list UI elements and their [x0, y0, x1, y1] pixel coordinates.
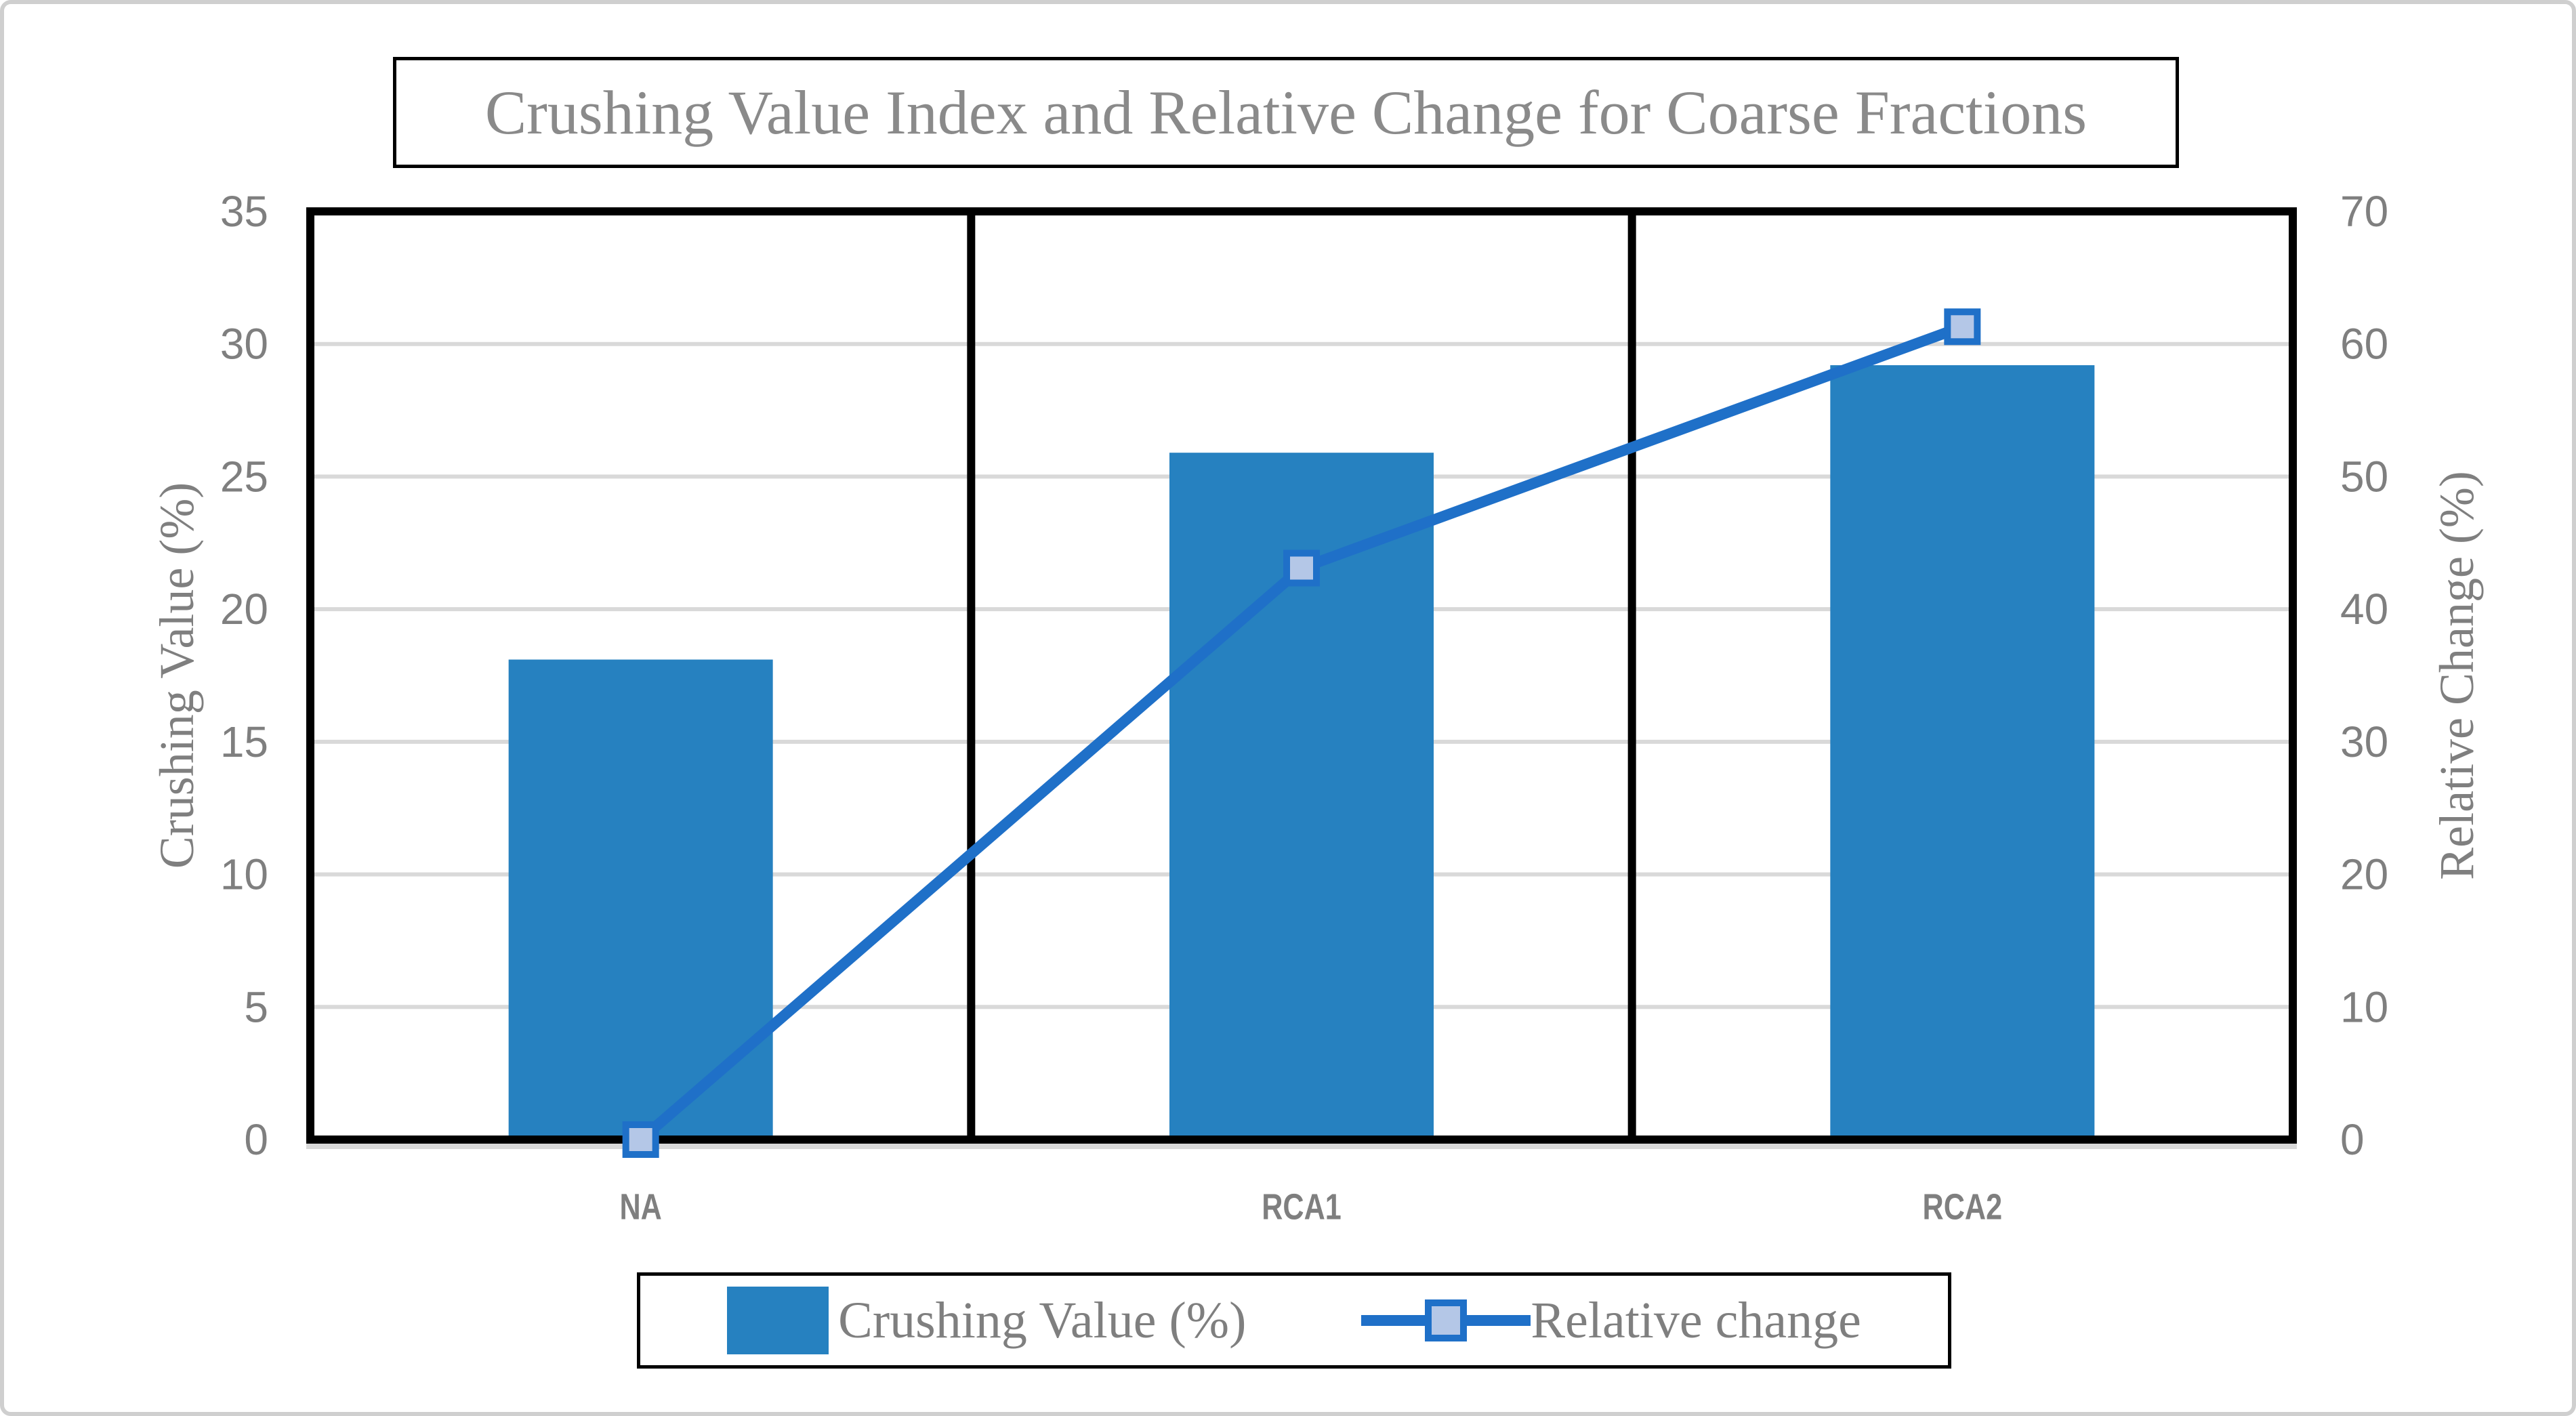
- legend-label-relative-change: Relative change: [1531, 1292, 1861, 1349]
- left-tick-label: 5: [244, 982, 268, 1031]
- category-label-rca2: RCA2: [1923, 1187, 2003, 1228]
- bar-rca2: [1830, 365, 2095, 1140]
- left-axis-ticks: 0 5 10 15 20 25 30 35: [220, 187, 268, 1164]
- right-tick-label: 30: [2340, 717, 2388, 766]
- plot-area: 0 5 10 15 20 25 30 35 0 10 20 30 40 50 60 70 NA RCA1 RCA2 C…: [150, 187, 2484, 1228]
- legend: Crushing Value (%) Relative change: [637, 1272, 1951, 1369]
- left-tick-label: 25: [220, 452, 268, 501]
- right-tick-label: 50: [2340, 452, 2388, 501]
- legend-bar-swatch-icon: [727, 1287, 829, 1354]
- legend-line-sample: [1361, 1287, 1531, 1354]
- left-tick-label: 15: [220, 717, 268, 766]
- marker-rca2: [1944, 308, 1981, 346]
- category-label-na: NA: [619, 1187, 661, 1228]
- left-tick-label: 30: [220, 320, 268, 369]
- right-tick-label: 40: [2340, 585, 2388, 633]
- marker-rca1: [1283, 549, 1320, 587]
- left-axis-title: Crushing Value (%): [150, 482, 204, 869]
- legend-label-crushing-value: Crushing Value (%): [838, 1292, 1247, 1349]
- left-tick-label: 20: [220, 585, 268, 633]
- chart-title: Crushing Value Index and Relative Change…: [484, 78, 2087, 147]
- category-labels: NA RCA1 RCA2: [619, 1187, 2002, 1228]
- right-tick-label: 60: [2340, 320, 2388, 369]
- left-tick-label: 0: [244, 1115, 268, 1164]
- right-axis-ticks: 0 10 20 30 40 50 60 70: [2340, 187, 2388, 1164]
- category-label-rca1: RCA1: [1262, 1187, 1342, 1228]
- plot-border: [306, 207, 2297, 1144]
- right-tick-label: 0: [2340, 1115, 2365, 1164]
- right-tick-label: 20: [2340, 850, 2388, 899]
- marker-na: [622, 1121, 659, 1158]
- panel-dividers: [967, 211, 1636, 1140]
- right-tick-label: 10: [2340, 982, 2388, 1031]
- bar-na: [508, 659, 773, 1140]
- line-markers: [622, 308, 1981, 1158]
- left-tick-label: 10: [220, 850, 268, 899]
- right-axis-title: Relative Change (%): [2430, 471, 2484, 880]
- bar-series: [508, 365, 2095, 1140]
- chart-title-box: Crushing Value Index and Relative Change…: [393, 57, 2179, 168]
- legend-marker-icon: [1425, 1299, 1468, 1341]
- left-tick-label: 35: [220, 187, 268, 236]
- right-tick-label: 70: [2340, 187, 2388, 236]
